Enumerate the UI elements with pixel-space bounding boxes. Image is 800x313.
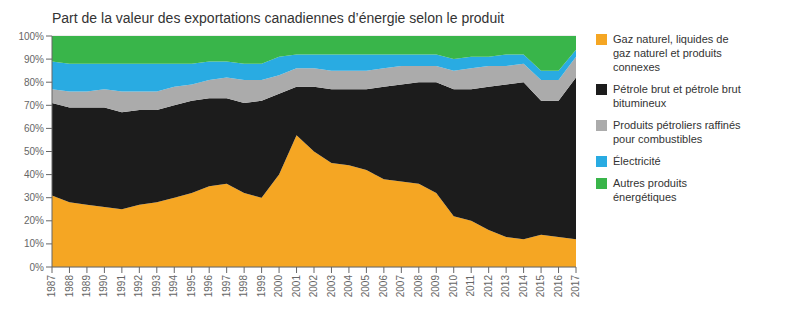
html-text:Gaz naturel, liquides de gaz n: Gaz naturel, liquides de gaz naturel et …: [613, 33, 729, 73]
svg-text:60%: 60%: [24, 123, 44, 134]
svg-text:1993: 1993: [151, 275, 162, 298]
html-text:Autres produits énergétiques: Autres produits énergétiques: [613, 177, 687, 203]
svg-text:2003: 2003: [326, 275, 337, 298]
svg-text:30%: 30%: [24, 192, 44, 203]
svg-text:2012: 2012: [483, 275, 494, 298]
svg-text:1991: 1991: [116, 275, 127, 298]
svg-text:1998: 1998: [238, 275, 249, 298]
svg-text:40%: 40%: [24, 169, 44, 180]
svg-text:2011: 2011: [465, 275, 476, 297]
svg-text:1996: 1996: [203, 275, 214, 298]
svg-text:1988: 1988: [64, 275, 75, 298]
html-text:Électricité: Électricité: [613, 155, 661, 167]
svg-text:1989: 1989: [81, 275, 92, 298]
svg-text:2013: 2013: [500, 275, 511, 298]
svg-text:1990: 1990: [99, 275, 110, 298]
svg-text:2017: 2017: [570, 275, 581, 298]
svg-text:1997: 1997: [221, 275, 232, 298]
svg-text:1992: 1992: [133, 275, 144, 298]
svg-text:50%: 50%: [24, 146, 44, 157]
svg-text:10%: 10%: [24, 238, 44, 249]
svg-text:2014: 2014: [518, 275, 529, 298]
svg-text:2009: 2009: [430, 275, 441, 298]
svg-text:2000: 2000: [273, 275, 284, 298]
html-text:Part de la valeur des exportat: Part de la valeur des exportations canad…: [52, 10, 505, 26]
svg-text:20%: 20%: [24, 215, 44, 226]
svg-text:2001: 2001: [291, 275, 302, 298]
svg-text:2008: 2008: [413, 275, 424, 298]
svg-text:70%: 70%: [24, 100, 44, 111]
svg-text:0%: 0%: [30, 262, 45, 273]
svg-text:2007: 2007: [395, 275, 406, 298]
svg-text:90%: 90%: [24, 54, 44, 65]
svg-text:1987: 1987: [46, 275, 57, 298]
svg-text:2005: 2005: [361, 275, 372, 298]
svg-text:2004: 2004: [343, 275, 354, 298]
svg-text:1994: 1994: [168, 275, 179, 298]
svg-text:100%: 100%: [18, 31, 44, 42]
svg-text:1999: 1999: [256, 275, 267, 298]
svg-text:2016: 2016: [553, 275, 564, 298]
svg-text:2010: 2010: [448, 275, 459, 298]
svg-text:80%: 80%: [24, 77, 44, 88]
svg-text:2006: 2006: [378, 275, 389, 298]
html-text:Produits pétroliers raffinés p: Produits pétroliers raffinés pour combus…: [613, 119, 741, 145]
svg-text:2002: 2002: [308, 275, 319, 298]
svg-text:2015: 2015: [535, 275, 546, 298]
html-text:Pétrole brut et pétrole brut b: Pétrole brut et pétrole brut bitumineux: [613, 83, 741, 109]
svg-text:1995: 1995: [186, 275, 197, 298]
